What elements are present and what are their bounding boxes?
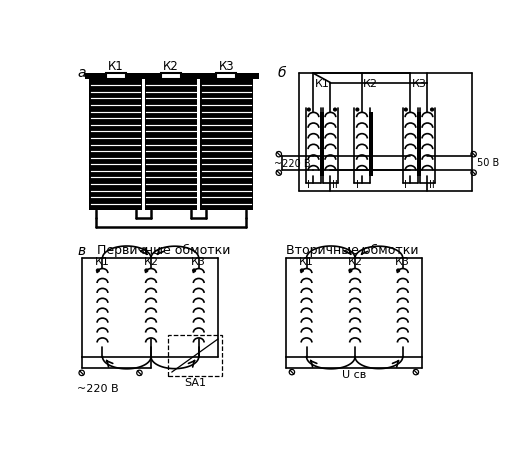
Text: U св: U св — [342, 370, 366, 380]
Text: Вторичные обмотки: Вторичные обмотки — [286, 244, 418, 258]
Text: ~220 В: ~220 В — [77, 384, 119, 394]
Text: К3: К3 — [219, 60, 234, 72]
Bar — [89, 79, 142, 211]
Bar — [217, 72, 236, 79]
Text: К3: К3 — [412, 79, 426, 89]
Bar — [369, 112, 373, 176]
Circle shape — [301, 269, 303, 272]
Text: К3: К3 — [395, 257, 410, 266]
Circle shape — [356, 108, 359, 111]
Text: К3: К3 — [192, 257, 206, 266]
Text: в: в — [77, 244, 85, 258]
Circle shape — [96, 269, 99, 272]
Text: Первичные обмотки: Первичные обмотки — [97, 244, 230, 258]
Text: К1: К1 — [107, 60, 123, 72]
Text: I: I — [404, 180, 408, 189]
Bar — [161, 72, 181, 79]
Text: SA1: SA1 — [184, 378, 206, 388]
Circle shape — [145, 269, 148, 272]
Text: К1: К1 — [299, 257, 314, 266]
Text: 50 В: 50 В — [477, 158, 499, 168]
Bar — [85, 73, 259, 79]
Text: I: I — [356, 180, 359, 189]
Circle shape — [334, 108, 336, 111]
Text: К1: К1 — [95, 257, 110, 266]
Circle shape — [349, 269, 352, 272]
Text: б: б — [277, 66, 286, 79]
Bar — [418, 112, 421, 176]
Bar — [105, 72, 126, 79]
Bar — [168, 335, 222, 376]
Text: К1: К1 — [314, 79, 329, 89]
Circle shape — [404, 108, 408, 111]
Circle shape — [193, 269, 195, 272]
Text: II: II — [332, 180, 338, 189]
Text: ~220 В: ~220 В — [274, 159, 311, 169]
Bar — [320, 112, 324, 176]
Text: К2: К2 — [144, 257, 159, 266]
Text: I: I — [307, 180, 310, 189]
Bar — [200, 79, 253, 211]
Circle shape — [397, 269, 400, 272]
Circle shape — [307, 108, 310, 111]
Text: К2: К2 — [347, 257, 362, 266]
Text: а: а — [77, 66, 86, 79]
Text: К2: К2 — [163, 60, 179, 72]
Bar — [145, 79, 197, 211]
Circle shape — [430, 108, 434, 111]
Text: II: II — [429, 180, 435, 189]
Text: К2: К2 — [363, 79, 378, 89]
